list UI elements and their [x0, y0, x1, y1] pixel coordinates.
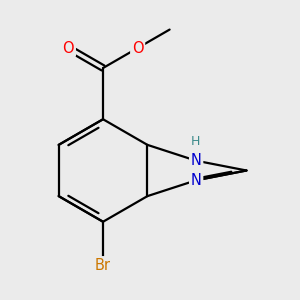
Text: N: N [191, 173, 202, 188]
Text: O: O [132, 40, 143, 56]
Text: H: H [190, 135, 200, 148]
Text: Br: Br [95, 258, 111, 273]
Text: N: N [191, 153, 202, 168]
Text: O: O [63, 40, 74, 56]
